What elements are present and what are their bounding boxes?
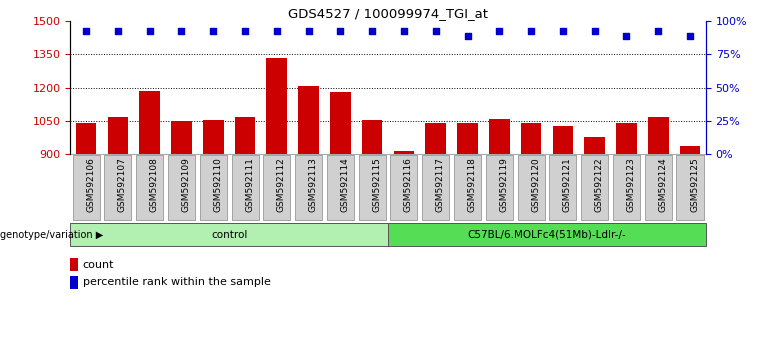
Bar (108, 117, 128, 154)
Bar (394, 151, 414, 154)
FancyBboxPatch shape (264, 155, 290, 220)
FancyBboxPatch shape (200, 155, 227, 220)
FancyBboxPatch shape (70, 223, 388, 246)
FancyBboxPatch shape (295, 155, 322, 220)
FancyBboxPatch shape (105, 155, 131, 220)
Bar (679, 146, 700, 154)
Bar (70, 276, 78, 289)
Bar (584, 137, 605, 154)
Point (620, 33, 633, 39)
Point (303, 28, 315, 33)
Text: percentile rank within the sample: percentile rank within the sample (83, 278, 271, 287)
Point (588, 28, 601, 33)
Point (176, 28, 188, 33)
FancyBboxPatch shape (136, 155, 163, 220)
Text: GSM592119: GSM592119 (499, 157, 509, 212)
Point (207, 28, 219, 33)
FancyBboxPatch shape (232, 155, 258, 220)
Point (239, 28, 251, 33)
Text: GSM592115: GSM592115 (372, 157, 381, 212)
FancyBboxPatch shape (168, 155, 195, 220)
Text: GSM592123: GSM592123 (626, 157, 636, 212)
Text: C57BL/6.MOLFc4(51Mb)-Ldlr-/-: C57BL/6.MOLFc4(51Mb)-Ldlr-/- (467, 229, 626, 240)
Text: GSM592109: GSM592109 (182, 157, 190, 212)
Bar (171, 121, 192, 154)
Point (334, 28, 346, 33)
Bar (76, 124, 97, 154)
Text: count: count (83, 260, 114, 270)
Point (493, 28, 505, 33)
FancyBboxPatch shape (581, 155, 608, 220)
FancyBboxPatch shape (359, 155, 385, 220)
Point (366, 28, 378, 33)
Point (80, 28, 92, 33)
Bar (362, 120, 382, 154)
FancyBboxPatch shape (327, 155, 354, 220)
Point (430, 28, 442, 33)
Text: GSM592113: GSM592113 (309, 157, 317, 212)
Point (112, 28, 124, 33)
Text: GSM592121: GSM592121 (563, 157, 572, 212)
Text: GSM592106: GSM592106 (86, 157, 95, 212)
FancyBboxPatch shape (422, 155, 449, 220)
Text: GSM592124: GSM592124 (658, 157, 667, 212)
Text: GSM592114: GSM592114 (340, 157, 349, 212)
Bar (330, 92, 351, 154)
Bar (648, 118, 668, 154)
FancyBboxPatch shape (391, 155, 417, 220)
Text: GSM592112: GSM592112 (277, 157, 285, 212)
FancyBboxPatch shape (518, 155, 544, 220)
Text: GSM592108: GSM592108 (150, 157, 158, 212)
Text: control: control (211, 229, 247, 240)
Bar (70, 258, 78, 271)
Text: genotype/variation ▶: genotype/variation ▶ (0, 229, 103, 240)
Text: GSM592116: GSM592116 (404, 157, 413, 212)
Bar (457, 124, 478, 154)
Bar (425, 122, 446, 154)
FancyBboxPatch shape (73, 155, 100, 220)
FancyBboxPatch shape (486, 155, 512, 220)
Text: GSM592122: GSM592122 (594, 157, 604, 212)
FancyBboxPatch shape (613, 155, 640, 220)
Point (557, 28, 569, 33)
Point (398, 28, 410, 33)
Bar (552, 126, 573, 154)
Point (271, 28, 283, 33)
Text: GSM592111: GSM592111 (245, 157, 254, 212)
Bar (140, 91, 160, 154)
Bar (521, 124, 541, 154)
Bar (267, 58, 287, 154)
Text: GSM592120: GSM592120 (531, 157, 540, 212)
Text: GSM592118: GSM592118 (467, 157, 477, 212)
Bar (298, 86, 319, 154)
Text: GSM592107: GSM592107 (118, 157, 127, 212)
Text: GSM592125: GSM592125 (690, 157, 699, 212)
FancyBboxPatch shape (549, 155, 576, 220)
Bar (235, 118, 255, 154)
FancyBboxPatch shape (454, 155, 481, 220)
Point (461, 33, 473, 39)
Bar (203, 120, 224, 154)
Point (684, 33, 697, 39)
Point (525, 28, 537, 33)
FancyBboxPatch shape (645, 155, 672, 220)
Text: GSM592117: GSM592117 (436, 157, 445, 212)
Title: GDS4527 / 100099974_TGI_at: GDS4527 / 100099974_TGI_at (288, 7, 488, 20)
Point (144, 28, 156, 33)
FancyBboxPatch shape (676, 155, 704, 220)
Bar (489, 119, 509, 154)
Point (652, 28, 665, 33)
FancyBboxPatch shape (388, 223, 706, 246)
Text: GSM592110: GSM592110 (213, 157, 222, 212)
Bar (616, 122, 636, 154)
